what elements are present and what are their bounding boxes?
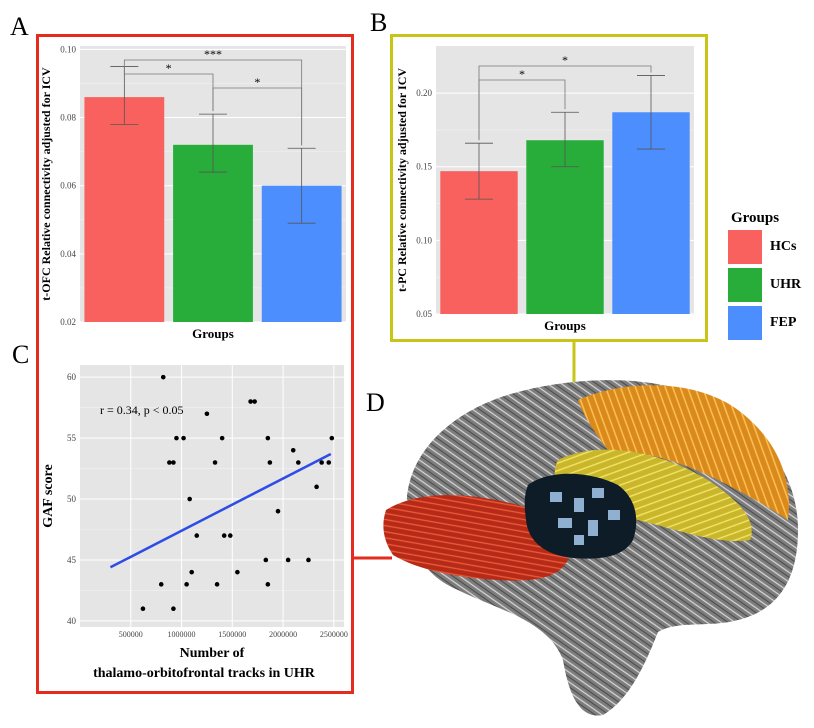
y-axis-title: t-PC Relative connectivity adjusted for … [395, 68, 409, 292]
scatter-point [306, 557, 311, 563]
legend-label-uhr: UHR [770, 277, 802, 292]
significance-bracket: * [478, 53, 652, 141]
y-tick-label: 0.04 [60, 249, 76, 259]
scatter-point [187, 496, 192, 502]
scatter-point [189, 569, 194, 575]
scatter-point [235, 569, 240, 575]
scatter-point [160, 374, 166, 380]
scatter-point [265, 582, 271, 587]
scatter-point [314, 484, 319, 490]
panel-label-b: B [370, 8, 388, 37]
brain-tractography-image [383, 380, 798, 716]
scatter-point [275, 508, 281, 514]
scatter-point [171, 606, 176, 612]
significance-label: *** [204, 47, 222, 61]
y-tick-label: 0.20 [416, 88, 432, 98]
scatter-point [319, 460, 324, 465]
bar-uhr [173, 144, 253, 322]
y-tick-label: 45 [67, 555, 77, 565]
y-axis-title: GAF score [41, 464, 56, 527]
bracket-line [478, 65, 652, 141]
bar-uhr [526, 140, 604, 314]
scatter-point [248, 399, 253, 404]
scatter-point [181, 435, 186, 441]
scatter-point [158, 582, 164, 587]
chart-c: 40 45 50 55 60 500000 1000000 1500000 2000000 250… [41, 365, 348, 681]
x-tick-label: 500000 [119, 630, 143, 639]
scatter-point [184, 582, 189, 587]
significance-label: * [166, 61, 172, 75]
scatter-point [171, 460, 176, 465]
scatter-point [219, 435, 225, 441]
plot-background [80, 365, 344, 627]
y-tick-label: 0.08 [60, 113, 76, 123]
orbitofrontal-tracts [383, 495, 568, 581]
scatter-point [140, 606, 146, 612]
y-tick-label: 0.10 [60, 44, 76, 54]
y-tick-label: 50 [67, 494, 77, 504]
bracket-line [123, 59, 303, 146]
scatter-point [267, 460, 273, 465]
y-tick-label: 40 [67, 616, 77, 626]
y-tick-label: 0.05 [416, 309, 432, 319]
panel-label-c: C [12, 340, 30, 369]
scatter-point [290, 448, 296, 453]
x-tick-label: 1000000 [168, 630, 196, 639]
significance-label: * [562, 53, 568, 67]
significance-label: * [519, 67, 525, 81]
scatter-point [204, 411, 210, 417]
scatter-point [194, 533, 200, 538]
scatter-point [296, 460, 301, 465]
scatter-point [174, 435, 179, 441]
significance-label: * [254, 75, 260, 89]
scatter-point [252, 399, 257, 404]
significance-bracket: *** [123, 47, 303, 146]
y-tick-label: 0.06 [60, 181, 76, 191]
y-tick-label: 0.02 [60, 317, 76, 327]
scatter-point [227, 533, 233, 538]
scatter-point [167, 460, 172, 465]
x-axis-title-line2: thalamo-orbitofrontal tracks in UHR [93, 666, 316, 681]
legend-swatch-hcs [728, 230, 762, 264]
thalamo-parietal-tracts [554, 449, 752, 541]
correlation-annotation: r = 0.34, p < 0.05 [100, 403, 184, 417]
parietal-tracts [578, 385, 789, 520]
y-tick-label: 0.15 [416, 162, 432, 172]
legend-label-fep: FEP [770, 315, 797, 330]
x-axis-title: Groups [192, 326, 234, 341]
x-tick-label: 2500000 [320, 630, 348, 639]
x-axis-title: Groups [544, 318, 586, 333]
legend-swatch-uhr [728, 268, 762, 302]
panel-b-frame [390, 34, 708, 342]
scatter-point [326, 460, 332, 465]
x-axis-title-line1: Number of [180, 646, 245, 661]
x-tick-label: 2000000 [269, 630, 297, 639]
scatter-point [329, 435, 335, 441]
legend-swatch-fep [728, 306, 762, 340]
scatter-point [212, 460, 218, 465]
y-tick-label: 60 [67, 372, 77, 382]
y-tick-label: 55 [67, 433, 77, 443]
scatter-point [263, 557, 269, 563]
scatter-point [265, 435, 271, 441]
panel-label-d: D [366, 388, 385, 417]
panel-label-a: A [10, 12, 29, 41]
chart-b: 0.05 0.10 0.15 0.20 * * Groups t-PC Relative co… [395, 46, 694, 333]
regression-line [109, 452, 332, 569]
panel-a-c-frame [36, 34, 354, 694]
legend-label-hcs: HCs [770, 239, 797, 254]
scatter-point [221, 533, 227, 538]
y-tick-label: 0.10 [416, 235, 432, 245]
x-tick-label: 1500000 [218, 630, 246, 639]
y-axis-title: t-OFC Relative connectivity adjusted for… [40, 67, 53, 301]
scatter-point [285, 557, 291, 563]
legend-title: Groups [731, 210, 780, 226]
bar-hcs [84, 97, 165, 322]
scatter-point [214, 582, 220, 587]
